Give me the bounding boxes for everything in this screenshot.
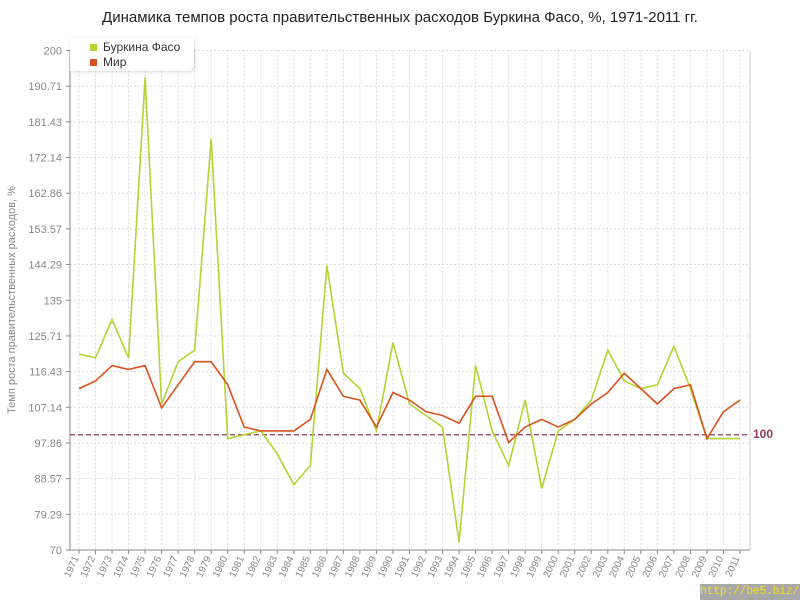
svg-text:100: 100 bbox=[753, 427, 773, 441]
svg-text:153.57: 153.57 bbox=[28, 224, 62, 236]
svg-text:181.43: 181.43 bbox=[28, 117, 62, 129]
svg-text:144.29: 144.29 bbox=[28, 260, 62, 272]
svg-text:70: 70 bbox=[50, 545, 62, 557]
svg-text:135: 135 bbox=[44, 295, 62, 307]
svg-text:107.14: 107.14 bbox=[28, 402, 62, 414]
svg-text:162.86: 162.86 bbox=[28, 188, 62, 200]
svg-text:88.57: 88.57 bbox=[34, 474, 62, 486]
svg-text:190.71: 190.71 bbox=[28, 81, 62, 93]
svg-text:200: 200 bbox=[44, 46, 62, 58]
svg-text:125.71: 125.71 bbox=[28, 331, 62, 343]
svg-text:2010: 2010 bbox=[707, 554, 727, 579]
svg-text:116.43: 116.43 bbox=[29, 367, 62, 379]
svg-text:172.14: 172.14 bbox=[28, 153, 62, 165]
svg-text:79.29: 79.29 bbox=[34, 509, 62, 521]
svg-text:97.86: 97.86 bbox=[34, 438, 62, 450]
svg-text:2011: 2011 bbox=[724, 554, 743, 579]
